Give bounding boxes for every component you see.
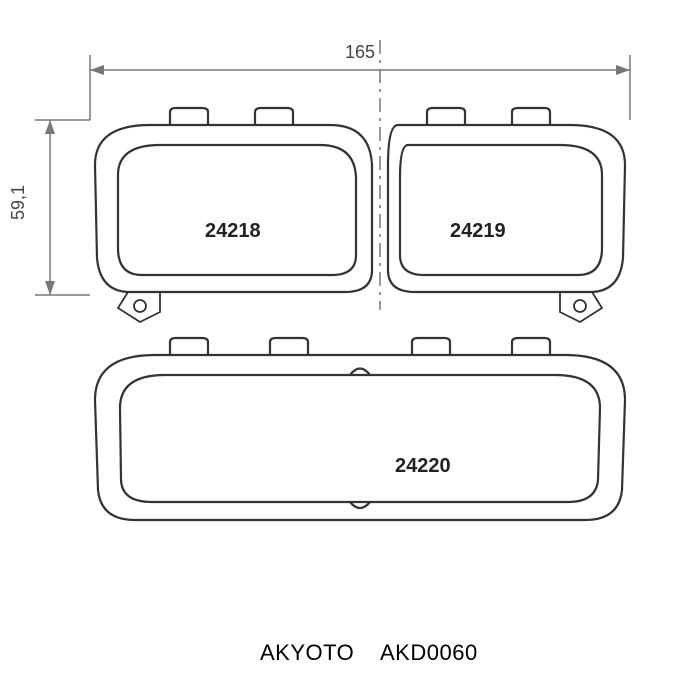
part-label-bottom: 24220 bbox=[395, 455, 451, 478]
pad-left bbox=[95, 108, 372, 322]
wear-clip-right bbox=[560, 292, 602, 322]
part-label-right: 24219 bbox=[450, 220, 506, 243]
pad-right bbox=[388, 108, 625, 322]
diagram-canvas bbox=[0, 0, 700, 700]
bottom-pad bbox=[95, 338, 625, 520]
wear-clip-left bbox=[118, 292, 160, 322]
top-pad-group bbox=[95, 108, 625, 322]
part-label-left: 24218 bbox=[205, 220, 261, 243]
diagram-svg bbox=[0, 0, 700, 700]
height-dimension bbox=[35, 120, 90, 295]
height-dim-label: 59,1 bbox=[8, 185, 29, 220]
width-dim-label: 165 bbox=[345, 42, 375, 63]
footer-brand: AKYOTO bbox=[260, 640, 354, 666]
footer-sku: AKD0060 bbox=[380, 640, 478, 666]
